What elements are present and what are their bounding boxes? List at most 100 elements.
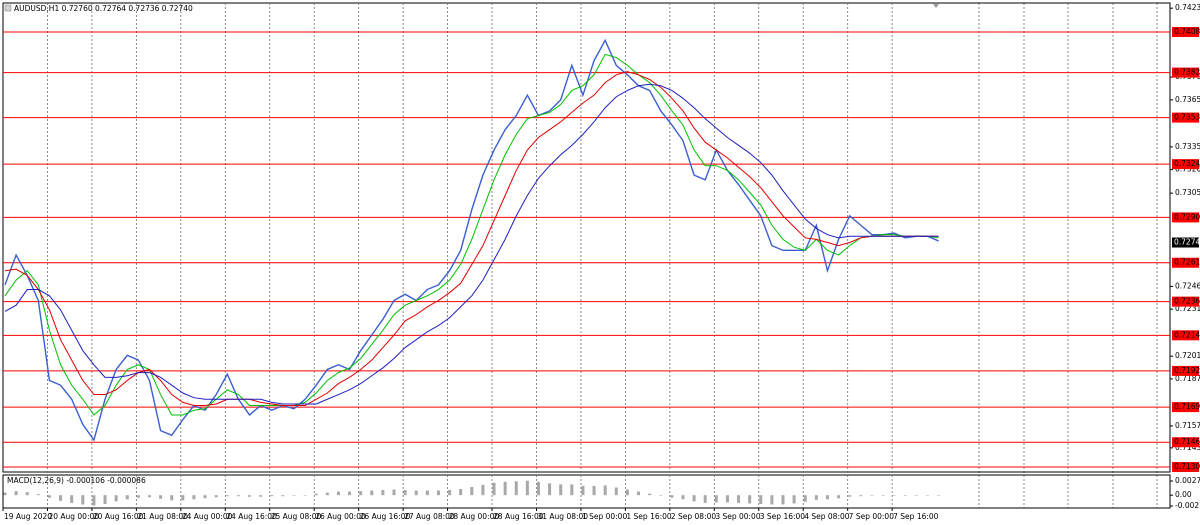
x-tick-label: 1 Sep 00:00 bbox=[582, 512, 628, 521]
macd-bar bbox=[314, 493, 318, 496]
macd-bar bbox=[870, 495, 874, 496]
macd-bar bbox=[470, 486, 474, 496]
level-label-box bbox=[1172, 67, 1199, 78]
level-label-box bbox=[1172, 437, 1199, 448]
level-label-box bbox=[1172, 365, 1199, 376]
macd-bar bbox=[459, 489, 463, 496]
macd-bar bbox=[514, 481, 518, 496]
macd-bar bbox=[614, 487, 618, 496]
macd-bar bbox=[848, 495, 852, 497]
macd-bar bbox=[625, 489, 629, 496]
macd-bar bbox=[759, 495, 763, 504]
macd-bar bbox=[3, 492, 7, 496]
macd-bar bbox=[147, 495, 151, 498]
level-label: 0.72363 bbox=[1174, 297, 1200, 306]
macd-bar bbox=[25, 492, 29, 496]
x-tick-label: 2 Sep 08:00 bbox=[671, 512, 717, 521]
macd-bar bbox=[825, 495, 829, 500]
macd-bar bbox=[892, 495, 896, 496]
macd-bar bbox=[114, 495, 118, 502]
x-tick-label: 24 Aug 16:00 bbox=[226, 512, 277, 521]
macd-bar bbox=[92, 495, 96, 506]
x-tick-label: 31 Aug 08:00 bbox=[537, 512, 588, 521]
last-price-box bbox=[1172, 237, 1199, 248]
x-tick-label: 1 Sep 16:00 bbox=[626, 512, 672, 521]
macd-bar bbox=[81, 495, 85, 505]
level-label-box bbox=[1172, 257, 1199, 268]
level-label: 0.72611 bbox=[1174, 258, 1200, 267]
macd-bar bbox=[792, 495, 796, 504]
macd-y-tick-label: 0.002754 bbox=[1175, 476, 1200, 485]
macd-bar bbox=[737, 495, 741, 503]
x-tick-label: 28 Aug 16:00 bbox=[493, 512, 544, 521]
macd-bar bbox=[325, 492, 329, 496]
level-label-box bbox=[1172, 330, 1199, 341]
macd-bar bbox=[359, 491, 363, 496]
macd-bar bbox=[448, 490, 452, 496]
macd-bar bbox=[348, 491, 352, 496]
x-tick-label: 24 Aug 00:00 bbox=[182, 512, 233, 521]
moving-average bbox=[4, 83, 939, 405]
level-label-box bbox=[1172, 461, 1199, 472]
macd-bar bbox=[570, 484, 574, 496]
macd-bar bbox=[36, 494, 40, 496]
macd-bar bbox=[703, 495, 707, 503]
macd-bar bbox=[47, 495, 51, 498]
macd-bar bbox=[170, 495, 174, 501]
x-tick-label: 20 Aug 00:00 bbox=[48, 512, 99, 521]
x-tick-label: 3 Sep 16:00 bbox=[760, 512, 806, 521]
macd-bar bbox=[370, 490, 374, 496]
y-tick-label: 0.74235 bbox=[1175, 3, 1200, 12]
macd-bar bbox=[603, 485, 607, 496]
macd-bar bbox=[837, 495, 841, 499]
moving-average bbox=[4, 71, 939, 407]
y-tick-label: 0.72315 bbox=[1175, 304, 1200, 313]
macd-bar bbox=[414, 490, 418, 496]
x-tick-label: 26 Aug 16:00 bbox=[360, 512, 411, 521]
shift-marker bbox=[933, 4, 939, 8]
macd-bar bbox=[581, 485, 585, 496]
macd-bar bbox=[59, 495, 63, 501]
level-label: 0.73824 bbox=[1174, 68, 1200, 77]
macd-bar bbox=[770, 495, 774, 505]
macd-bar bbox=[503, 481, 507, 496]
macd-bar bbox=[937, 495, 941, 496]
price-line bbox=[4, 38, 939, 442]
y-tick-label: 0.73055 bbox=[1175, 188, 1200, 197]
moving-average bbox=[4, 53, 939, 416]
macd-bar bbox=[392, 489, 396, 496]
macd-bar bbox=[136, 495, 140, 498]
x-tick-label: 21 Aug 08:00 bbox=[137, 512, 188, 521]
x-tick-label: 26 Aug 00:00 bbox=[315, 512, 366, 521]
macd-bar bbox=[381, 490, 385, 496]
macd-bar bbox=[181, 495, 185, 501]
level-label-box bbox=[1172, 159, 1199, 170]
macd-bar bbox=[492, 482, 496, 496]
level-label: 0.73537 bbox=[1174, 113, 1200, 122]
macd-bar bbox=[270, 495, 274, 497]
macd-bar bbox=[803, 495, 807, 502]
level-label: 0.72148 bbox=[1174, 330, 1200, 339]
x-tick-label: 7 Sep 00:00 bbox=[849, 512, 895, 521]
level-label-box bbox=[1172, 112, 1199, 123]
chart-icon bbox=[4, 4, 12, 12]
level-label: 0.71308 bbox=[1174, 462, 1200, 471]
level-label-box bbox=[1172, 402, 1199, 413]
macd-title: MACD(12,26,9) -0.000106 -0.000086 bbox=[7, 476, 146, 485]
macd-bar bbox=[159, 495, 163, 499]
macd-bar bbox=[192, 495, 196, 500]
level-label: 0.71466 bbox=[1174, 437, 1200, 446]
macd-bar bbox=[914, 495, 918, 496]
macd-bar bbox=[70, 495, 74, 503]
macd-bar bbox=[336, 491, 340, 496]
level-label-box bbox=[1172, 212, 1199, 223]
macd-bar bbox=[925, 495, 929, 496]
x-tick-label: 27 Aug 08:00 bbox=[404, 512, 455, 521]
macd-bar bbox=[548, 483, 552, 496]
